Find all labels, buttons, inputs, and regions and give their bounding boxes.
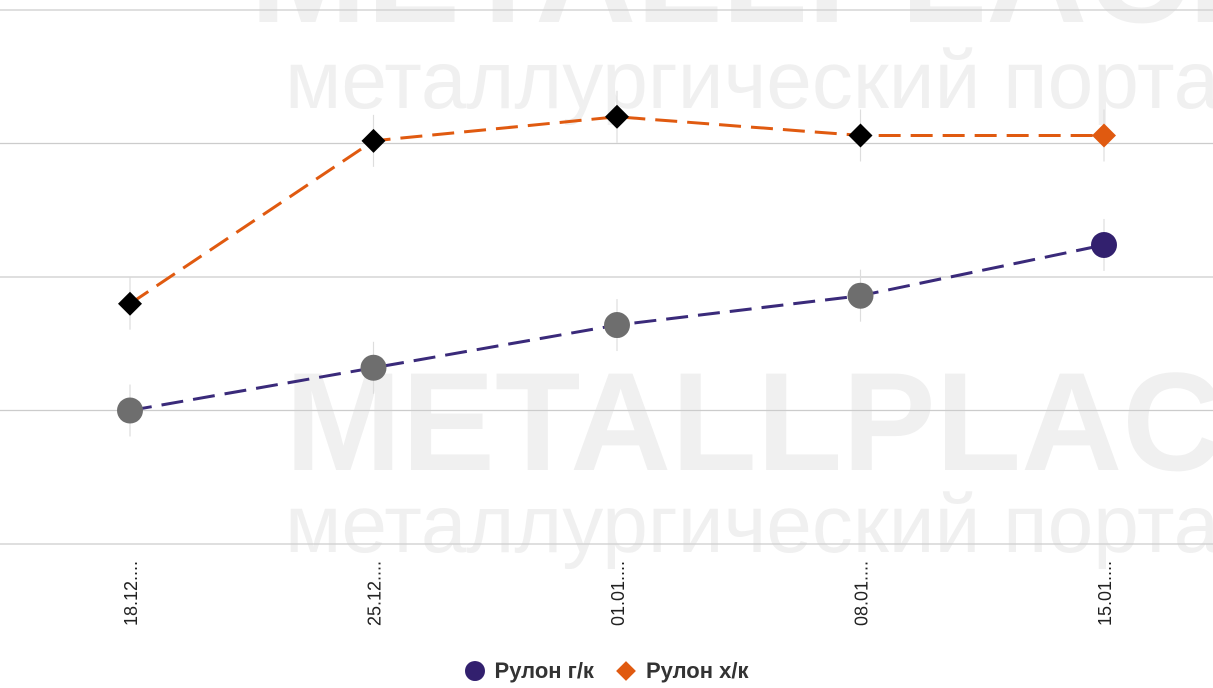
legend-diamond-icon: [616, 661, 636, 681]
legend: Рулон г/к Рулон х/к: [0, 656, 1213, 686]
point-series-1-3: [847, 282, 874, 309]
grid: [0, 9, 1213, 545]
point-series-2-2: [605, 104, 629, 129]
watermark-brand-bottom: METALLPLACE.RU: [285, 343, 1213, 500]
legend-item-series-1[interactable]: Рулон г/к: [464, 658, 594, 684]
x-axis-ticks: 18.12.... 25.12.... 01.01.... 08.01.... 15.0…: [121, 561, 1115, 626]
legend-item-series-2[interactable]: Рулон х/к: [616, 658, 749, 684]
watermark-tagline-bottom: металлургический портал: [285, 479, 1213, 570]
watermark: METALLPLACE.RU металлургический портал M…: [250, 0, 1213, 570]
point-series-2-3: [848, 123, 873, 148]
legend-circle-icon: [464, 661, 485, 681]
legend-label-series-2: Рулон х/к: [645, 658, 749, 683]
markers: [117, 90, 1117, 437]
series-line-2: [129, 115, 1104, 305]
watermark-tagline-top: металлургический портал: [285, 35, 1213, 126]
x-tick-label-2: 01.01....: [608, 561, 628, 626]
point-series-1-2: [604, 312, 630, 339]
point-series-2-1: [361, 128, 386, 153]
point-series-1-4: [1091, 231, 1117, 258]
x-tick-label-1: 25.12....: [365, 561, 385, 626]
x-tick-label-3: 08.01....: [852, 561, 872, 626]
legend-label-series-1: Рулон г/к: [494, 658, 594, 683]
point-series-2-0: [118, 291, 142, 316]
point-series-2-4: [1092, 123, 1116, 148]
point-series-1-1: [360, 354, 387, 381]
watermark-brand-top: METALLPLACE.RU: [250, 0, 1213, 52]
x-tick-label-0: 18.12....: [121, 561, 141, 626]
point-series-1-0: [117, 397, 143, 424]
x-tick-label-4: 15.01....: [1095, 561, 1115, 626]
